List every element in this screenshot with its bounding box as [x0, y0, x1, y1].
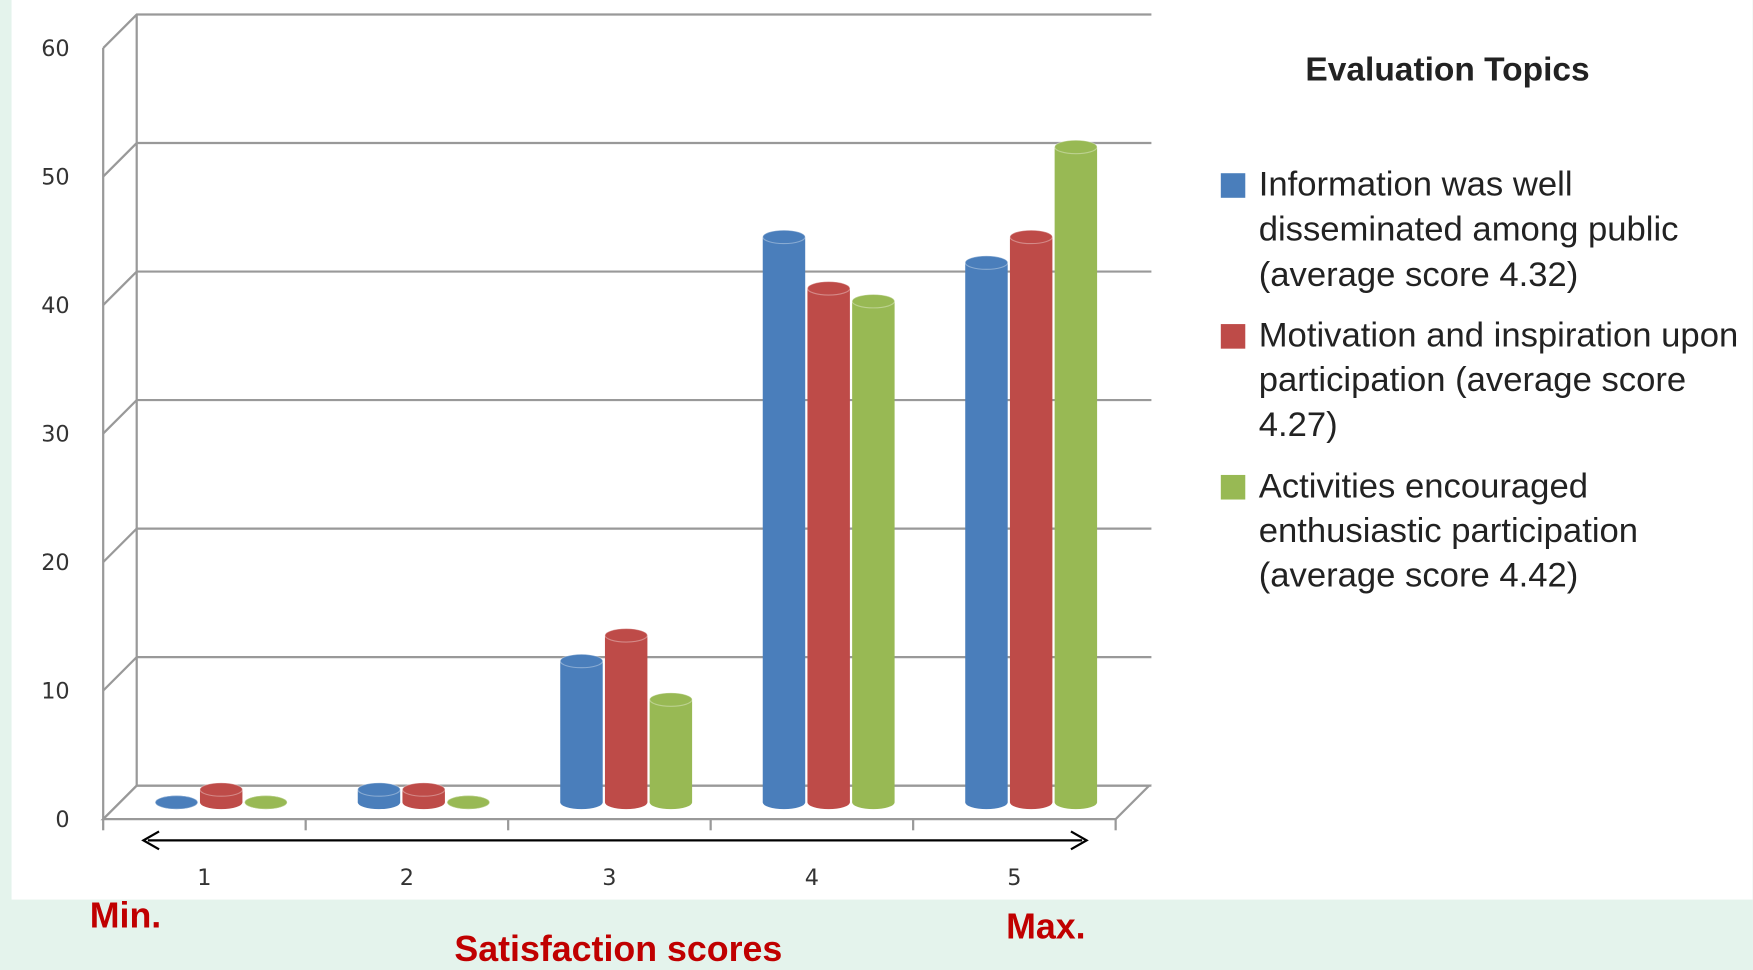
legend-swatch — [1220, 474, 1246, 500]
grid-line — [102, 141, 1152, 178]
legend-item: Activities encouraged enthusiastic parti… — [1220, 464, 1746, 599]
bar-top — [559, 653, 604, 669]
bar-body — [965, 262, 1008, 803]
bar-top — [964, 255, 1009, 270]
min-annotation: Min. — [90, 896, 161, 936]
legend-title: Evaluation Topics — [1305, 51, 1589, 88]
x-tick-label: 2 — [400, 865, 414, 891]
bar — [446, 795, 491, 810]
bar-body — [1009, 236, 1053, 803]
bar — [154, 795, 199, 810]
x-axis-label: Satisfaction scores — [454, 929, 782, 969]
legend-label: Information was well disseminated among … — [1258, 164, 1679, 294]
x-tick-label: 1 — [197, 865, 211, 891]
legend-item: Motivation and inspiration upon particip… — [1220, 313, 1746, 448]
bar-top — [806, 281, 851, 296]
bar — [964, 255, 1009, 810]
bar — [806, 281, 851, 810]
bar — [1054, 139, 1098, 810]
bar-body — [852, 301, 895, 803]
bar — [649, 692, 693, 810]
bar — [244, 795, 288, 810]
y-tick-label: 0 — [55, 807, 69, 833]
y-tick-label: 20 — [41, 550, 69, 576]
bar-body — [1054, 146, 1098, 803]
bar-top — [154, 795, 199, 810]
x-tick-label: 3 — [602, 865, 616, 891]
bar-top — [604, 628, 648, 643]
bar — [199, 782, 243, 810]
bar — [401, 782, 446, 810]
y-tick-label: 50 — [41, 164, 69, 190]
bar-body — [604, 635, 648, 803]
legend-box: Information was well disseminated among … — [1220, 162, 1746, 599]
bar — [851, 293, 896, 810]
bar-body — [807, 288, 850, 803]
bar-top — [357, 782, 401, 797]
x-tick-label: 5 — [1007, 865, 1021, 891]
bar-body — [762, 236, 806, 803]
arrow-heads — [141, 830, 1089, 851]
legend-swatch — [1220, 323, 1246, 349]
max-annotation: Max. — [1006, 907, 1085, 947]
y-tick-label: 60 — [41, 36, 69, 62]
plot-area: 0 10 20 30 40 50 60 1 2 3 4 5 — [41, 13, 1152, 891]
legend-swatch — [1220, 173, 1246, 198]
bar-top — [1009, 229, 1053, 245]
bar-top — [851, 293, 896, 309]
x-tick-label: 4 — [805, 865, 819, 891]
legend: Information was well disseminated among … — [1220, 162, 1746, 599]
legend-label: Motivation and inspiration upon particip… — [1258, 315, 1739, 445]
grid-line — [102, 270, 1152, 306]
bar — [357, 782, 401, 810]
legend-item: Information was well disseminated among … — [1220, 162, 1746, 297]
bar-top — [244, 795, 288, 810]
bar-top — [649, 692, 693, 707]
y-tick-label: 30 — [41, 421, 69, 447]
bar-top — [401, 782, 446, 797]
bar — [559, 653, 604, 810]
bar — [762, 229, 806, 810]
bar — [604, 628, 648, 810]
bar-body — [649, 699, 693, 803]
legend-label: Activities encouraged enthusiastic parti… — [1258, 465, 1639, 595]
bar-top — [1054, 139, 1098, 155]
grid-line — [102, 13, 1152, 49]
y-tick-label: 40 — [41, 293, 69, 319]
bar-top — [446, 795, 491, 810]
bar-top — [762, 229, 806, 245]
bar — [1009, 229, 1053, 810]
y-tick-label: 10 — [41, 678, 69, 704]
bar-top — [199, 782, 243, 797]
bar-body — [560, 661, 603, 803]
